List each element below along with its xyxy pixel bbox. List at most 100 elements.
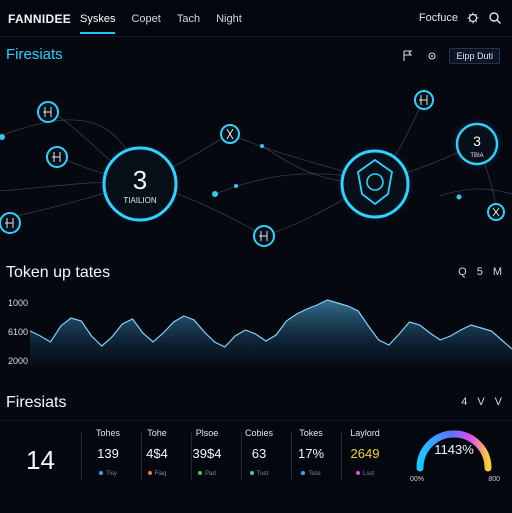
legend-text: Fiaq bbox=[154, 471, 167, 477]
token-glyph-icon bbox=[5, 218, 14, 228]
gauge-percent: 1143% bbox=[434, 442, 474, 457]
token-glyph-icon bbox=[259, 231, 268, 241]
stat-value: 2649 bbox=[350, 446, 380, 461]
stat-card-1: Tohes 139 Tisy bbox=[79, 428, 137, 477]
legend-text: Tisy bbox=[106, 471, 117, 477]
token-glyph-icon bbox=[226, 128, 234, 140]
chart-tool-2[interactable]: 5 bbox=[476, 266, 483, 278]
token-rates-tools: Q 5 M bbox=[458, 266, 502, 278]
area-line bbox=[29, 299, 512, 350]
legend-text: Pad bbox=[205, 471, 216, 477]
gauge-left-label: 00% bbox=[410, 476, 425, 483]
stat-legend: Tust bbox=[230, 471, 288, 477]
app-brand: FANNIDEE bbox=[8, 12, 72, 26]
token-glyph-icon bbox=[419, 95, 428, 105]
stat-value: 63 bbox=[251, 446, 267, 461]
settings-icon[interactable] bbox=[466, 11, 480, 25]
stat-legend: Tsos bbox=[282, 471, 340, 477]
hub-node-right[interactable] bbox=[340, 149, 410, 219]
nav-item-2[interactable]: Copet bbox=[131, 13, 161, 25]
small-dots bbox=[0, 134, 462, 200]
hub-left-label: TIAILION bbox=[123, 196, 157, 205]
stats-tool-1[interactable]: 4 bbox=[461, 396, 468, 408]
stat-value: 4$4 bbox=[146, 446, 168, 461]
network-edges bbox=[0, 99, 512, 237]
area-fill bbox=[30, 300, 512, 366]
stats-tool-3[interactable]: V bbox=[494, 396, 502, 408]
stats-divider bbox=[341, 432, 342, 480]
stat-value: 139 bbox=[97, 446, 119, 461]
focus-label[interactable]: Focfuce bbox=[418, 12, 458, 24]
token-glyph-icon bbox=[52, 152, 61, 162]
hub-small-label: TBIA bbox=[470, 153, 483, 159]
stats-divider bbox=[191, 432, 192, 480]
nav-item-3[interactable]: Tach bbox=[176, 13, 201, 25]
legend-dot-icon bbox=[198, 471, 203, 476]
stats-big-number: 14 bbox=[26, 445, 55, 475]
top-bar: FANNIDEE Syskes Copet Tach Night Focfuce bbox=[0, 0, 512, 37]
gauge-labels: 00% 800 bbox=[410, 476, 500, 483]
legend-dot-icon bbox=[147, 471, 152, 476]
stat-label: Tokes bbox=[299, 428, 323, 438]
nav-item-1[interactable]: Syskes bbox=[80, 13, 116, 34]
stats-divider bbox=[241, 432, 242, 480]
stat-label: Plsoe bbox=[195, 428, 219, 438]
network-action-button[interactable]: Eipp Duti bbox=[449, 48, 500, 64]
token-glyph-icon bbox=[43, 107, 52, 117]
stat-label: Laylord bbox=[350, 428, 380, 438]
stats-tool-2[interactable]: V bbox=[477, 396, 485, 408]
stat-card-2: Tohe 4$4 Fiaq bbox=[128, 428, 186, 477]
stat-value: 17% bbox=[297, 446, 325, 461]
stat-legend: Pad bbox=[178, 471, 236, 477]
progress-gauge: 1143% bbox=[412, 420, 496, 484]
stat-label: Cobies bbox=[244, 428, 273, 438]
gauge-arc bbox=[416, 430, 492, 472]
main-nav: Syskes Copet Tach Night bbox=[80, 13, 242, 34]
network-node-icon bbox=[366, 173, 384, 191]
stats-divider bbox=[141, 432, 142, 480]
chart-y-label: 2000 bbox=[8, 356, 29, 366]
hub-node-left[interactable] bbox=[102, 146, 178, 222]
legend-dot-icon bbox=[249, 471, 254, 476]
flag-icon[interactable] bbox=[401, 49, 415, 63]
network-section-title: Firesiats bbox=[6, 46, 63, 63]
chart-tool-1[interactable]: Q bbox=[458, 266, 467, 278]
stat-card-6: Laylord 2649 Lsst bbox=[336, 428, 394, 477]
token-rates-title: Token up tates bbox=[6, 264, 111, 281]
stat-legend: Fiaq bbox=[128, 471, 186, 477]
legend-text: Lsst bbox=[362, 471, 374, 477]
token-rate-area-chart bbox=[29, 299, 512, 366]
stat-legend: Lsst bbox=[336, 471, 394, 477]
gear-icon[interactable] bbox=[425, 49, 439, 63]
nav-item-4[interactable]: Night bbox=[216, 13, 242, 25]
legend-text: Tust bbox=[256, 471, 269, 477]
stats-tools: 4 V V bbox=[461, 396, 502, 408]
chart-y-label: 1000 bbox=[8, 298, 29, 308]
chart-tool-3[interactable]: M bbox=[492, 266, 502, 278]
token-network-graph: 3 TIAILION 3 TBIA bbox=[0, 90, 512, 247]
hub-small-value: 3 bbox=[473, 133, 481, 149]
chart-y-label: 6100 bbox=[8, 327, 29, 337]
network-tools: Eipp Duti bbox=[401, 48, 500, 64]
stat-legend: Tisy bbox=[79, 471, 137, 477]
legend-dot-icon bbox=[301, 471, 306, 476]
stat-label: Tohes bbox=[95, 428, 121, 438]
top-right-controls: Focfuce bbox=[419, 11, 502, 25]
stat-card-3: Plsoe 39$4 Pad bbox=[178, 428, 236, 477]
stats-divider bbox=[291, 432, 292, 480]
token-glyph-icon bbox=[492, 207, 500, 217]
hub-left-value: 3 bbox=[133, 165, 147, 195]
legend-dot-icon bbox=[355, 471, 360, 476]
network-node-icon bbox=[357, 158, 393, 206]
search-icon[interactable] bbox=[488, 11, 502, 25]
legend-dot-icon bbox=[99, 471, 104, 476]
stat-label: Tohe bbox=[147, 428, 167, 438]
stats-divider bbox=[81, 432, 82, 480]
stats-section-title: Firesiats bbox=[6, 394, 67, 411]
legend-text: Tsos bbox=[308, 471, 321, 477]
stat-card-4: Cobies 63 Tust bbox=[230, 428, 288, 477]
stats-panel bbox=[0, 420, 512, 513]
hub-node-small[interactable] bbox=[455, 122, 499, 166]
network-nodes: 3 TIAILION 3 TBIA bbox=[0, 90, 505, 247]
gauge-right-label: 800 bbox=[488, 476, 500, 483]
